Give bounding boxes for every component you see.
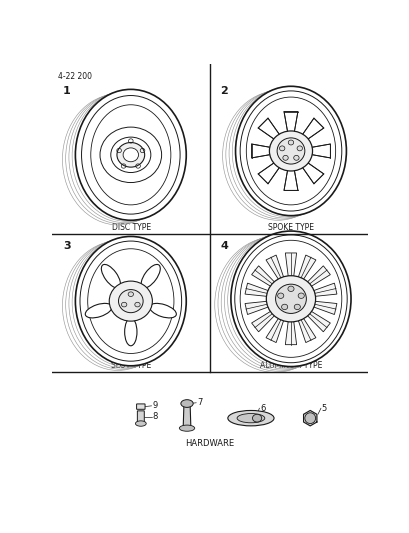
Ellipse shape (269, 131, 312, 171)
Ellipse shape (75, 90, 186, 220)
Polygon shape (283, 166, 297, 190)
Polygon shape (251, 309, 277, 332)
Ellipse shape (135, 421, 146, 426)
Polygon shape (308, 283, 336, 297)
Ellipse shape (85, 303, 112, 318)
Ellipse shape (123, 148, 138, 161)
Ellipse shape (275, 284, 306, 313)
Ellipse shape (179, 425, 194, 431)
FancyBboxPatch shape (136, 404, 145, 409)
Ellipse shape (230, 231, 350, 367)
Polygon shape (296, 255, 315, 283)
Text: 3: 3 (63, 241, 70, 251)
Ellipse shape (304, 413, 315, 424)
Ellipse shape (282, 155, 288, 160)
FancyBboxPatch shape (137, 411, 144, 424)
Polygon shape (245, 301, 273, 314)
Text: 6: 6 (260, 403, 265, 413)
Text: 9: 9 (152, 401, 157, 410)
Ellipse shape (266, 276, 315, 322)
Polygon shape (283, 111, 297, 136)
Text: 4: 4 (220, 241, 227, 251)
Polygon shape (258, 160, 281, 184)
Ellipse shape (149, 303, 176, 318)
Ellipse shape (287, 286, 293, 292)
Polygon shape (299, 118, 323, 142)
Polygon shape (296, 314, 315, 343)
Text: 4-22 200: 4-22 200 (58, 71, 92, 80)
Polygon shape (251, 144, 275, 158)
Ellipse shape (227, 410, 273, 426)
Text: 8: 8 (152, 412, 157, 421)
Ellipse shape (180, 400, 193, 407)
Ellipse shape (288, 140, 293, 145)
Polygon shape (251, 266, 277, 289)
Text: SLOT TYPE: SLOT TYPE (111, 361, 151, 370)
Polygon shape (299, 160, 323, 184)
Ellipse shape (109, 281, 152, 321)
Ellipse shape (294, 304, 300, 310)
Polygon shape (303, 266, 330, 289)
Polygon shape (265, 255, 284, 283)
Polygon shape (265, 314, 284, 343)
Polygon shape (303, 309, 330, 332)
Ellipse shape (297, 146, 302, 151)
Ellipse shape (276, 138, 304, 164)
Ellipse shape (252, 414, 261, 422)
Ellipse shape (297, 293, 303, 298)
Text: 2: 2 (220, 85, 227, 95)
Ellipse shape (121, 302, 126, 307)
Ellipse shape (135, 302, 140, 307)
Ellipse shape (141, 264, 160, 288)
Ellipse shape (277, 293, 283, 298)
Ellipse shape (128, 292, 133, 296)
Text: 5: 5 (321, 403, 326, 413)
Ellipse shape (293, 155, 299, 160)
Ellipse shape (118, 289, 143, 313)
Text: HARDWARE: HARDWARE (185, 439, 234, 448)
Polygon shape (285, 317, 296, 345)
Ellipse shape (279, 146, 284, 151)
Polygon shape (285, 253, 296, 280)
Text: ALUMINUM TYPE: ALUMINUM TYPE (259, 361, 321, 370)
Ellipse shape (235, 86, 346, 216)
Polygon shape (258, 118, 281, 142)
Polygon shape (303, 410, 316, 426)
Ellipse shape (101, 264, 120, 288)
Ellipse shape (281, 304, 287, 310)
Ellipse shape (117, 142, 144, 167)
Text: SPOKE TYPE: SPOKE TYPE (267, 223, 313, 232)
Text: DISC TYPE: DISC TYPE (112, 223, 151, 232)
Polygon shape (306, 144, 330, 158)
Polygon shape (183, 403, 191, 428)
Ellipse shape (124, 318, 137, 346)
Ellipse shape (75, 237, 186, 366)
Polygon shape (308, 301, 336, 314)
Polygon shape (245, 283, 273, 297)
Text: 7: 7 (197, 398, 202, 407)
Text: 1: 1 (63, 85, 71, 95)
Ellipse shape (236, 414, 264, 423)
